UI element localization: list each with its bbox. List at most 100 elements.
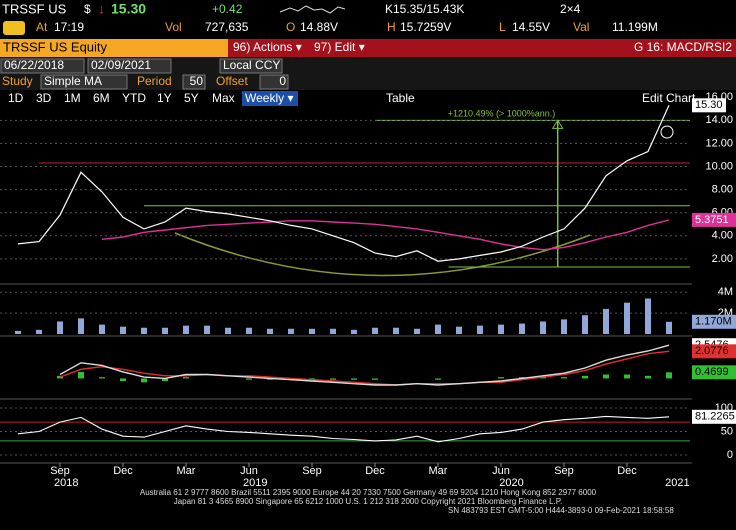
offset-box[interactable] (259, 74, 289, 90)
period-box[interactable] (182, 74, 206, 90)
value-box (692, 344, 736, 359)
value-box-label: 15.30 (695, 99, 723, 111)
x-tick-label: Jun (240, 465, 258, 477)
low-label: L (499, 20, 506, 34)
period: 50 (190, 74, 204, 88)
saucer-drawing (174, 232, 591, 277)
year-label: 2018 (54, 477, 78, 489)
icon[interactable] (3, 21, 25, 35)
volume-bar (287, 328, 294, 334)
footer-line: SN 483793 EST GMT-5:00 H444-3893-0 09-Fe… (448, 506, 674, 515)
histogram-bar (560, 377, 567, 379)
study-box[interactable] (40, 74, 128, 90)
year-label: 2021 (665, 477, 689, 489)
volume-bar (518, 323, 525, 334)
menu-bar (228, 39, 736, 57)
value-box-label: 81.2265 (695, 411, 735, 423)
volume-bar (581, 315, 588, 334)
edit-chart-button[interactable]: Edit Chart (642, 91, 696, 105)
volume-bar (140, 327, 147, 334)
price-line (17, 105, 670, 262)
end-date-box[interactable] (87, 58, 172, 74)
range-button[interactable]: Max (212, 91, 235, 105)
range-button[interactable]: 5Y (184, 91, 199, 105)
value-box (692, 314, 736, 329)
start-date-box[interactable] (0, 58, 85, 74)
histogram-bar (245, 378, 252, 380)
table-button[interactable]: Table (386, 91, 415, 105)
security: TRSSF US Equity (3, 39, 108, 54)
x-tick-label: Dec (113, 465, 133, 477)
currency: $ (84, 2, 91, 16)
volume-bar (224, 327, 231, 334)
range-button[interactable]: 6M (93, 91, 110, 105)
y-tick-label: 12.00 (705, 137, 733, 149)
range-button[interactable]: 1M (64, 91, 81, 105)
footer-line: Australia 61 2 9777 8600 Brazil 5511 239… (140, 488, 597, 497)
arrow: ↓ (98, 1, 105, 17)
volume-bar (14, 330, 21, 334)
histogram-bar (161, 378, 168, 382)
volume-bar (56, 321, 63, 334)
value-box (692, 98, 726, 113)
footer-line: Japan 81 3 4565 8900 Singapore 65 6212 1… (174, 497, 563, 506)
histogram-bar (182, 377, 189, 379)
x-tick-label: Sep (302, 465, 322, 477)
range-button[interactable]: YTD (122, 91, 146, 105)
open-label: O (286, 20, 295, 34)
range-button[interactable]: 1D (8, 91, 24, 105)
study-label: Study (2, 74, 33, 88)
histogram-bar (434, 378, 441, 380)
x-tick-label: Dec (617, 465, 637, 477)
histogram-bar (77, 371, 84, 379)
volume-bar (392, 327, 399, 334)
x-tick-label: Mar (429, 465, 448, 477)
volume-bar (182, 325, 189, 334)
page-title: G 16: MACD/RSI2 (634, 40, 732, 54)
time: 17:19 (54, 20, 84, 34)
moving-average (101, 219, 670, 251)
volume-bar (350, 329, 357, 334)
period-label: Period (137, 74, 172, 88)
value-box-label: 0.4699 (695, 366, 729, 378)
edit-menu[interactable]: 97) Edit ▾ (314, 40, 365, 54)
frequency-box[interactable] (242, 91, 298, 106)
x-tick-label: Jun (492, 465, 510, 477)
currency-select: Local CCY (223, 58, 280, 72)
volume-bar (602, 308, 609, 334)
histogram-bar (602, 374, 609, 379)
y-tick-label: 4M (718, 286, 733, 298)
value-box (692, 212, 736, 227)
y-tick-label: 14.00 (705, 114, 733, 126)
histogram-bar (371, 378, 378, 380)
volume-bar (539, 321, 546, 334)
range-button[interactable]: 1Y (157, 91, 172, 105)
sparkline (279, 5, 346, 14)
range-button[interactable]: 3D (36, 91, 52, 105)
year-label: 2020 (499, 477, 523, 489)
actions-menu[interactable]: 96) Actions ▾ (233, 40, 302, 54)
gain-label: +1210.49% (> 1000%ann.) (448, 109, 556, 119)
y-tick-label: 4.00 (712, 230, 733, 242)
histogram-bar (119, 378, 126, 382)
currency-box[interactable] (219, 58, 283, 74)
volume: 727,635 (205, 20, 249, 34)
vol-label: Vol (165, 20, 182, 34)
volume-bar (245, 327, 252, 334)
signal-line (59, 350, 670, 386)
volume-bar (329, 328, 336, 334)
volume-bar (644, 298, 651, 334)
security-box[interactable] (0, 39, 228, 57)
histogram-bar (497, 377, 504, 379)
time-label: At (36, 20, 48, 34)
volume-bar (371, 327, 378, 334)
x-tick-label: Sep (50, 465, 70, 477)
y-tick-label: 0 (727, 449, 733, 461)
volume-bar (476, 325, 483, 334)
volume-bar (497, 324, 504, 334)
y-tick-label: 10.00 (705, 160, 733, 172)
study: Simple MA (44, 74, 102, 88)
histogram-bar (581, 375, 588, 379)
volume-bar (77, 318, 84, 334)
macd-line (59, 344, 670, 386)
